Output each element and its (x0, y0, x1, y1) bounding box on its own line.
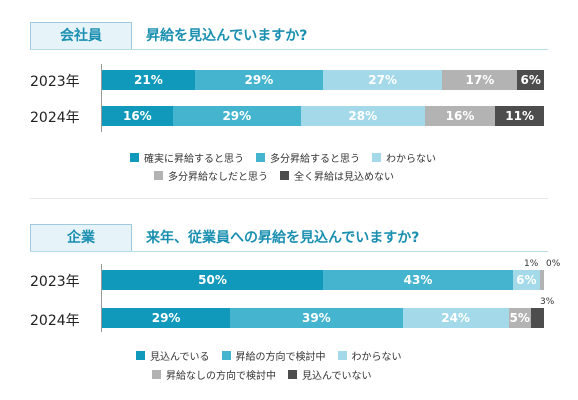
legend-swatch (256, 153, 265, 162)
data-label: 43% (403, 273, 433, 287)
legend-item: 見込んでいる (136, 348, 210, 363)
legend-swatch (372, 153, 381, 162)
legend-label: 多分昇給すると思う (270, 154, 360, 165)
data-label: 39% (301, 311, 331, 325)
bar-segment (530, 308, 544, 328)
bar-segment: 27% (322, 70, 443, 90)
legend: 確実に昇給すると思う 多分昇給すると思う わからない (130, 150, 436, 165)
bar-segment: 29% (172, 106, 301, 126)
stacked-bar: 16% 29% 28% 16% 11% (102, 106, 544, 126)
bar-segment: 17% (442, 70, 518, 90)
legend-swatch (130, 153, 139, 162)
legend-label: わからない (351, 352, 402, 363)
section-divider (30, 198, 548, 199)
stacked-bar: 21% 29% 27% 17% 6% (102, 70, 544, 90)
data-label-small: 0% (546, 259, 561, 269)
legend-label: 見込んでいる (150, 352, 210, 363)
title-underline (30, 49, 548, 50)
bar-segment: 6% (517, 70, 544, 90)
bar-segment: 11% (495, 106, 544, 126)
legend-swatch (280, 171, 289, 180)
chart-title: 来年、従業員への昇給を見込んでいますか? (146, 230, 420, 246)
data-label: 11% (505, 109, 535, 123)
legend-label: 昇給なしの方向で検討中 (166, 371, 276, 382)
year-label: 2023年 (30, 274, 80, 290)
bar-segment: 21% (102, 70, 195, 90)
legend-item: 見込んでいない (288, 367, 372, 382)
bar-segment: 6% (513, 270, 540, 290)
legend-item: わからない (337, 348, 402, 363)
data-label: 16% (122, 109, 152, 123)
stacked-bar: 29% 39% 24% 5% (102, 308, 544, 328)
legend-swatch (154, 171, 163, 180)
data-label: 6% (516, 273, 537, 287)
data-label: 29% (151, 311, 181, 325)
data-label: 16% (445, 109, 475, 123)
legend: 多分昇給なしだと思う 全く昇給は見込めない (154, 168, 394, 183)
legend-swatch (152, 370, 161, 379)
section-tag: 会社員 (30, 22, 132, 50)
data-label: 21% (134, 73, 163, 87)
bar-segment: 16% (424, 106, 496, 126)
legend-label: 確実に昇給すると思う (144, 154, 244, 165)
y-axis (101, 64, 102, 132)
legend-item: 多分昇給なしだと思う (154, 168, 268, 183)
legend-swatch (337, 351, 347, 360)
legend-label: 見込んでいない (302, 371, 372, 382)
chart-title: 昇給を見込んでいますか? (146, 28, 308, 44)
section-tag: 企業 (30, 224, 132, 252)
bar-segment (539, 270, 544, 290)
legend-label: 多分昇給なしだと思う (168, 172, 268, 183)
data-label: 17% (465, 73, 495, 87)
data-label: 50% (198, 273, 227, 287)
legend-item: 昇給なしの方向で検討中 (152, 367, 276, 382)
legend-swatch (221, 351, 231, 360)
legend: 昇給なしの方向で検討中 見込んでいない (152, 367, 372, 382)
data-label-small: 3% (540, 297, 555, 307)
data-label: 5% (509, 311, 530, 325)
legend-swatch (136, 351, 145, 360)
legend-label: わからない (386, 154, 436, 165)
bar-segment: 29% (102, 308, 231, 328)
legend-item: 昇給の方向で検討中 (221, 348, 326, 363)
legend-item: 多分昇給すると思う (256, 150, 360, 165)
title-underline (30, 251, 548, 252)
legend-label: 全く昇給は見込めない (294, 172, 394, 183)
year-label: 2024年 (30, 110, 80, 126)
bar-segment: 43% (323, 270, 514, 290)
legend-item: 全く昇給は見込めない (280, 168, 394, 183)
legend-item: わからない (372, 150, 436, 165)
data-label-small: 1% (524, 259, 539, 269)
legend-label: 昇給の方向で検討中 (235, 352, 326, 363)
legend-swatch (288, 370, 297, 379)
bar-segment: 50% (102, 270, 323, 290)
data-label: 27% (368, 73, 398, 87)
year-label: 2024年 (30, 313, 80, 329)
bar-segment: 29% (194, 70, 323, 90)
legend: 見込んでいる 昇給の方向で検討中 わからない (136, 348, 402, 363)
stacked-bar: 50% 43% 6% (102, 270, 544, 290)
y-axis (101, 264, 102, 332)
bar-segment: 39% (230, 308, 403, 328)
bar-segment: 24% (402, 308, 509, 328)
data-label: 24% (441, 311, 470, 325)
data-label: 6% (520, 73, 541, 87)
legend-item: 確実に昇給すると思う (130, 150, 244, 165)
data-label: 28% (348, 109, 378, 123)
bar-segment: 5% (508, 308, 531, 328)
bar-segment: 28% (300, 106, 425, 126)
bar-segment: 16% (102, 106, 173, 126)
year-label: 2023年 (30, 74, 80, 90)
data-label: 29% (222, 109, 252, 123)
data-label: 29% (244, 73, 274, 87)
